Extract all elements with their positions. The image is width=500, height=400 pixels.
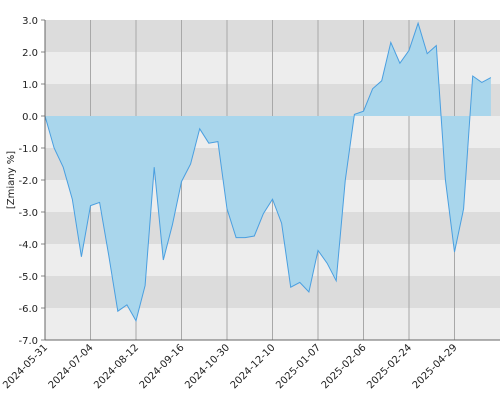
x-tick-label: 2025-04-29 xyxy=(411,342,460,391)
area xyxy=(45,23,491,321)
y-tick-label: -1.0 xyxy=(18,144,38,155)
y-tick-label: 1.0 xyxy=(22,80,38,91)
y-axis-label: [Zmiany %] xyxy=(6,151,17,209)
y-tick-label: 2.0 xyxy=(22,48,38,59)
x-tick-label: 2025-02-24 xyxy=(365,342,414,391)
x-tick-label: 2025-02-06 xyxy=(320,342,369,391)
y-tick-label: -5.0 xyxy=(18,272,38,283)
x-tick-label: 2024-08-12 xyxy=(92,342,141,391)
y-tick-label: -7.0 xyxy=(18,336,38,347)
x-tick-label: 2024-12-10 xyxy=(229,342,278,391)
y-tick-label: -4.0 xyxy=(18,240,38,251)
y-tick-label: 3.0 xyxy=(22,16,38,27)
x-tick-label: 2024-10-30 xyxy=(183,342,232,391)
x-tick-label: 2024-09-16 xyxy=(138,342,187,391)
x-tick-label: 2024-07-04 xyxy=(47,342,96,391)
x-tick-label: 2024-05-31 xyxy=(1,342,50,391)
y-tick-label: 0.0 xyxy=(22,112,38,123)
line xyxy=(44,21,492,323)
x-tick-label: 2025-01-07 xyxy=(274,342,323,391)
y-tick-label: -6.0 xyxy=(18,304,38,315)
y-tick-label: -2.0 xyxy=(18,176,38,187)
y-tick-label: -3.0 xyxy=(18,208,38,219)
